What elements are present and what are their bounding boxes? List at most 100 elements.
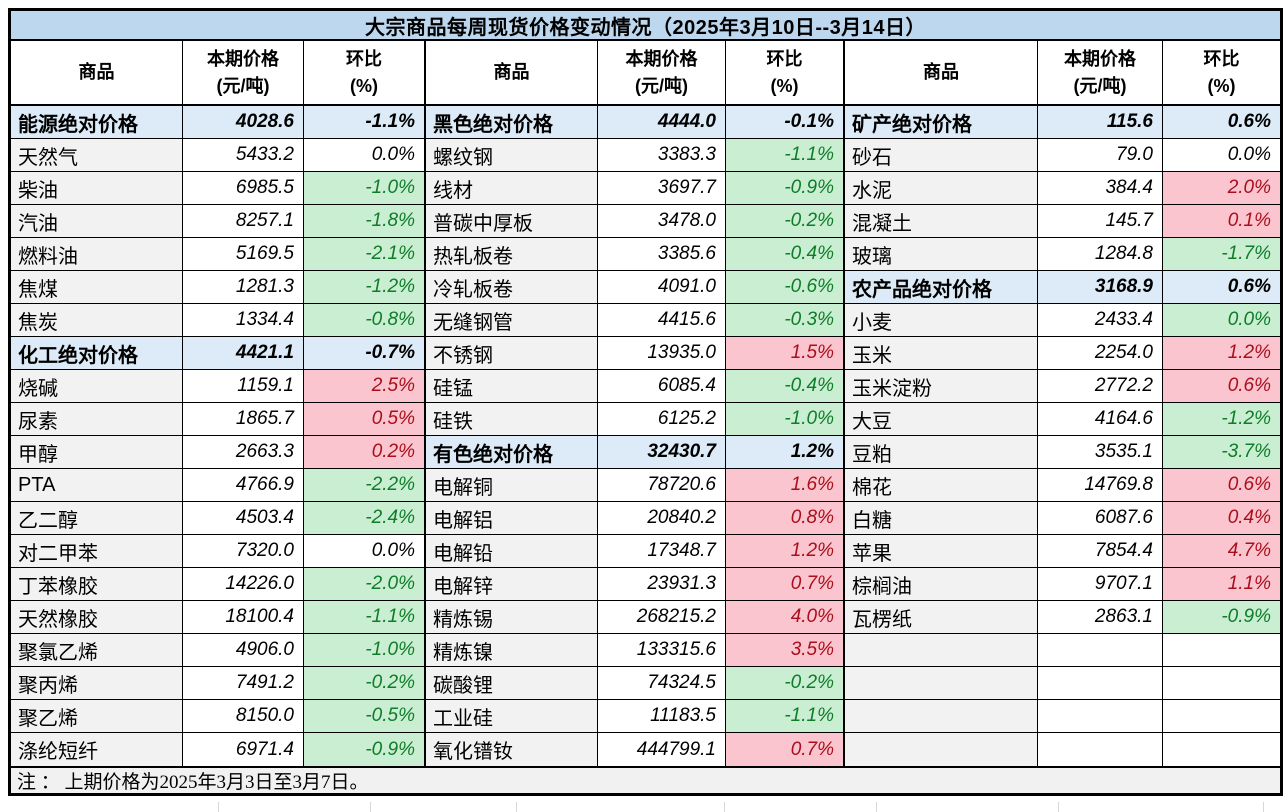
- price-cell: [1038, 700, 1163, 733]
- price-cell: 6985.5: [183, 172, 304, 205]
- table-row: 尿素 1865.7 0.5% 硅铁 6125.2 -1.0% 大豆 4164.6 -1.2%: [11, 403, 1280, 436]
- header-pct-1-line2: (%): [350, 75, 378, 96]
- price-cell: 4028.6: [183, 106, 304, 139]
- header-price-3-line2: (元/吨): [1073, 75, 1127, 96]
- pct-change-cell: 2.0%: [1163, 172, 1280, 205]
- price-cell: 78720.6: [598, 469, 726, 502]
- price-cell: 7854.4: [1038, 535, 1163, 568]
- price-cell: 14769.8: [1038, 469, 1163, 502]
- commodity-cell: [845, 667, 1038, 700]
- table-row: 焦煤 1281.3 -1.2% 冷轧板卷 4091.0 -0.6% 农产品绝对价格 3168.…: [11, 271, 1280, 304]
- commodity-cell: 棉花: [845, 469, 1038, 502]
- pct-change-cell: 0.0%: [304, 535, 426, 568]
- pct-change-cell: [1163, 667, 1280, 700]
- header-commodity-1-label: 商品: [78, 62, 115, 83]
- price-cell: 8257.1: [183, 205, 304, 238]
- commodity-cell: [845, 634, 1038, 667]
- pct-change-cell: -0.2%: [726, 667, 845, 700]
- commodity-cell: 工业硅: [426, 700, 598, 733]
- pct-change-cell: -0.2%: [304, 667, 426, 700]
- pct-change-cell: -2.0%: [304, 568, 426, 601]
- pct-change-cell: -1.1%: [304, 106, 426, 139]
- table-title: 大宗商品每周现货价格变动情况（2025年3月10日--3月14日）: [11, 11, 1280, 41]
- table-row: 天然橡胶 18100.4 -1.1% 精炼锡 268215.2 4.0% 瓦楞纸 2863.1…: [11, 601, 1280, 634]
- price-cell: 2663.3: [183, 436, 304, 469]
- pct-change-cell: 0.6%: [1163, 370, 1280, 403]
- commodity-cell: 电解铅: [426, 535, 598, 568]
- price-cell: 9707.1: [1038, 568, 1163, 601]
- commodity-cell: 热轧板卷: [426, 238, 598, 271]
- commodity-cell: 黑色绝对价格: [426, 106, 598, 139]
- header-commodity-3-label: 商品: [923, 62, 959, 83]
- commodity-cell: 小麦: [845, 304, 1038, 337]
- pct-change-cell: 3.5%: [726, 634, 845, 667]
- header-price-2: 本期价格 (元/吨): [598, 41, 726, 104]
- price-cell: 3385.6: [598, 238, 726, 271]
- commodity-cell: 冷轧板卷: [426, 271, 598, 304]
- price-cell: 11183.5: [598, 700, 726, 733]
- commodity-cell: 烧碱: [11, 370, 183, 403]
- pct-change-cell: -0.3%: [726, 304, 845, 337]
- pct-change-cell: -0.9%: [1163, 601, 1280, 634]
- commodity-cell: PTA: [11, 469, 183, 502]
- pct-change-cell: -3.7%: [1163, 436, 1280, 469]
- pct-change-cell: -0.7%: [304, 337, 426, 370]
- price-cell: 14226.0: [183, 568, 304, 601]
- commodity-cell: 天然橡胶: [11, 601, 183, 634]
- price-cell: 3535.1: [1038, 436, 1163, 469]
- commodity-cell: 水泥: [845, 172, 1038, 205]
- price-cell: 23931.3: [598, 568, 726, 601]
- header-commodity-1: 商品: [11, 41, 183, 104]
- table-row: 甲醇 2663.3 0.2% 有色绝对价格 32430.7 1.2% 豆粕 3535.1 -3.…: [11, 436, 1280, 469]
- pct-change-cell: 0.1%: [1163, 205, 1280, 238]
- commodity-cell: 硅锰: [426, 370, 598, 403]
- pct-change-cell: -0.1%: [726, 106, 845, 139]
- price-cell: 133315.6: [598, 634, 726, 667]
- pct-change-cell: -1.1%: [304, 601, 426, 634]
- pct-change-cell: -1.2%: [1163, 403, 1280, 436]
- pct-change-cell: 0.7%: [726, 733, 845, 766]
- pct-change-cell: -1.0%: [726, 403, 845, 436]
- commodity-cell: 燃料油: [11, 238, 183, 271]
- table-row: 烧碱 1159.1 2.5% 硅锰 6085.4 -0.4% 玉米淀粉 2772.2 0.6%: [11, 370, 1280, 403]
- pct-change-cell: 1.2%: [726, 535, 845, 568]
- commodity-cell: 聚乙烯: [11, 700, 183, 733]
- header-pct-2-line1: 环比: [766, 49, 803, 70]
- header-price-2-line2: (元/吨): [635, 75, 688, 96]
- commodity-cell: 丁苯橡胶: [11, 568, 183, 601]
- pct-change-cell: 1.1%: [1163, 568, 1280, 601]
- commodity-cell: 碳酸锂: [426, 667, 598, 700]
- price-cell: 74324.5: [598, 667, 726, 700]
- price-cell: 2433.4: [1038, 304, 1163, 337]
- commodity-cell: 玻璃: [845, 238, 1038, 271]
- pct-change-cell: [1163, 634, 1280, 667]
- price-cell: 5433.2: [183, 139, 304, 172]
- pct-change-cell: 0.5%: [304, 403, 426, 436]
- commodity-cell: 尿素: [11, 403, 183, 436]
- table-row: 能源绝对价格 4028.6 -1.1% 黑色绝对价格 4444.0 -0.1% 矿产绝对价格…: [11, 106, 1280, 139]
- price-cell: 79.0: [1038, 139, 1163, 172]
- commodity-cell: 白糖: [845, 502, 1038, 535]
- commodity-cell: 螺纹钢: [426, 139, 598, 172]
- price-cell: 4444.0: [598, 106, 726, 139]
- header-pct-3: 环比 (%): [1163, 41, 1280, 104]
- table-row: 燃料油 5169.5 -2.1% 热轧板卷 3385.6 -0.4% 玻璃 1284.8 -1.…: [11, 238, 1280, 271]
- commodity-cell: 化工绝对价格: [11, 337, 183, 370]
- price-cell: 8150.0: [183, 700, 304, 733]
- header-price-1-line2: (元/吨): [216, 75, 270, 96]
- price-cell: 2772.2: [1038, 370, 1163, 403]
- gridline: [1058, 802, 1059, 812]
- pct-change-cell: -2.2%: [304, 469, 426, 502]
- price-cell: 32430.7: [598, 436, 726, 469]
- price-cell: 4164.6: [1038, 403, 1163, 436]
- price-cell: 6125.2: [598, 403, 726, 436]
- price-cell: 6971.4: [183, 733, 304, 766]
- pct-change-cell: [1163, 700, 1280, 733]
- price-cell: 3383.3: [598, 139, 726, 172]
- pct-change-cell: 0.8%: [726, 502, 845, 535]
- commodity-cell: 精炼锡: [426, 601, 598, 634]
- pct-change-cell: -0.8%: [304, 304, 426, 337]
- pct-change-cell: 0.0%: [1163, 139, 1280, 172]
- pct-change-cell: -0.4%: [726, 238, 845, 271]
- commodity-cell: 氧化镨钕: [426, 733, 598, 766]
